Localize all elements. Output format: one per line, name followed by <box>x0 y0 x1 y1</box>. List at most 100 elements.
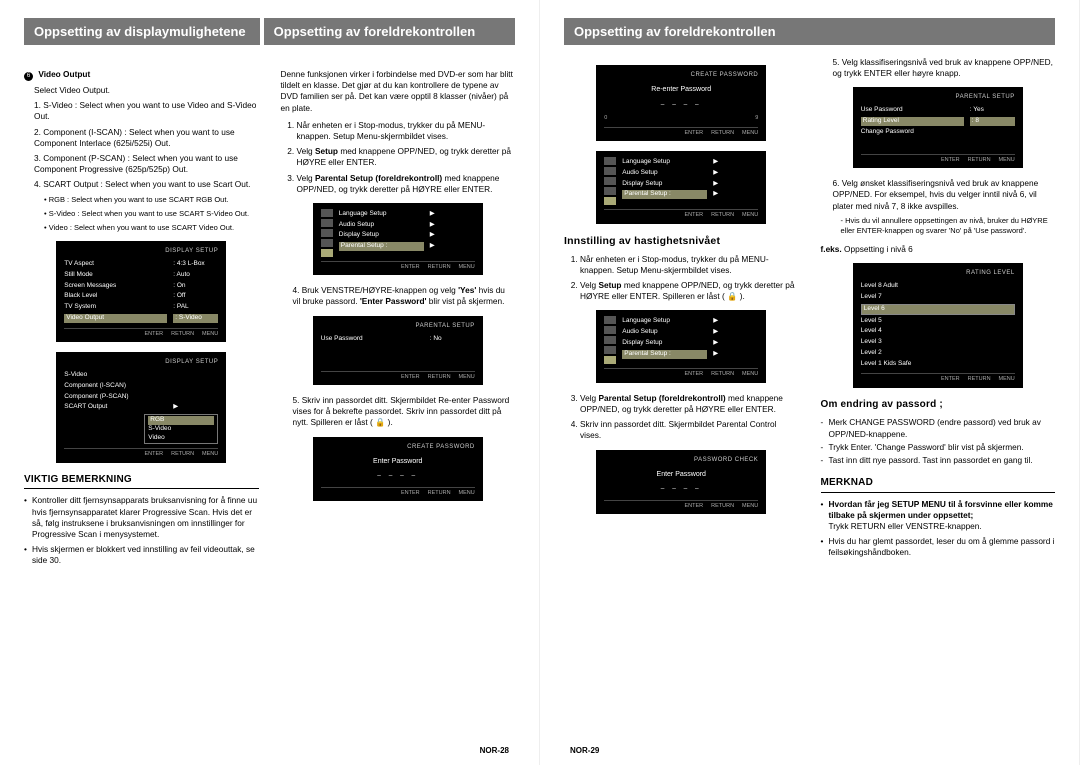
password-dashes: – – – – <box>321 472 475 481</box>
osd-row: Black Level: Off <box>64 291 218 302</box>
osd-foot-btn: MENU <box>202 331 218 338</box>
page-number-28: NOR-28 <box>480 746 509 755</box>
osd-password-check: PASSWORD CHECK Enter Password – – – – EN… <box>564 450 799 515</box>
pw-change-item: Merk CHANGE PASSWORD (endre passord) ved… <box>821 417 1056 439</box>
merknad-list: Hvordan får jeg SETUP MENU til å forsvin… <box>821 499 1056 559</box>
osd-row: Language Setup▶ <box>622 316 758 327</box>
page-header-row: Oppsetting av displaymulighetene Oppsett… <box>24 18 515 57</box>
step6-text: Velg ønsket klassifiseringsnivå ved bruk… <box>833 178 1039 210</box>
osd-foot-btn: ENTER <box>941 157 960 164</box>
osd-foot-btn: MENU <box>202 451 218 458</box>
osd-foot-btn: MENU <box>742 212 758 219</box>
osd-foot-btn: MENU <box>459 264 475 271</box>
rating-level-row: Level 3 <box>861 337 1015 348</box>
osd-foot-btn: ENTER <box>144 451 163 458</box>
step-item: Velg Parental Setup (foreldrekontroll) m… <box>580 393 799 415</box>
osd-row: Video Output: S-Video <box>64 313 218 324</box>
video-output-item: 1. S-Video : Select when you want to use… <box>34 100 259 122</box>
header-display: Oppsetting av displaymulighetene <box>24 18 260 45</box>
osd-row: TV System: PAL <box>64 302 218 313</box>
osd-display-setup-2: DISPLAY SETUP S-VideoComponent (I-SCAN)C… <box>24 352 259 463</box>
osd-title: PASSWORD CHECK <box>604 456 758 464</box>
manual-page-right: Oppsetting av foreldrekontrollen CREATE … <box>540 0 1080 765</box>
osd-foot-btn: RETURN <box>171 451 194 458</box>
step-number-6: 6 <box>24 72 33 81</box>
osd-parental-setup: PARENTAL SETUP Use Password: No ENTERRET… <box>281 316 516 385</box>
change-password-heading: Om endring av passord ; <box>821 398 1056 412</box>
rating-step-6-sub: - Hvis du vil annullere oppsettingen av … <box>821 216 1056 236</box>
scart-sub-item: • Video : Select when you want to use SC… <box>44 223 259 233</box>
osd-foot-btn: ENTER <box>684 130 703 137</box>
pw-change-item: Tast inn ditt nye passord. Tast inn pass… <box>821 455 1056 466</box>
osd-title: DISPLAY SETUP <box>64 358 218 366</box>
osd-parental-setup-2: PARENTAL SETUP Use Password: YesRating L… <box>821 87 1056 168</box>
osd-foot-btn: ENTER <box>684 503 703 510</box>
osd-foot-btn: MENU <box>742 371 758 378</box>
osd-create-password: CREATE PASSWORD Enter Password – – – – E… <box>281 437 516 502</box>
merknad-item-2: Hvis du har glemt passordet, leser du om… <box>821 536 1056 558</box>
rating-level-row: Level 6 <box>861 303 1015 316</box>
osd-row: Parental Setup :▶ <box>622 349 758 360</box>
osd-foot-btn: ENTER <box>941 376 960 383</box>
osd-foot-btn: RETURN <box>968 376 991 383</box>
col-left-p1: 6 Video Output Select Video Output. 1. S… <box>24 69 259 570</box>
osd-title: RATING LEVEL <box>861 269 1015 277</box>
enter-password-label: Enter Password <box>604 470 758 479</box>
scart-sub-item: • S-Video : Select when you want to use … <box>44 209 259 219</box>
key-9-icon: 9 <box>755 115 758 122</box>
osd-title: CREATE PASSWORD <box>321 443 475 451</box>
rating-steps-1: Når enheten er i Stop-modus, trykker du … <box>564 254 799 303</box>
video-output-item: 3. Component (P-SCAN) : Select when you … <box>34 153 259 175</box>
osd-foot-btn: ENTER <box>144 331 163 338</box>
parental-steps-1: Når enheten er i Stop-modus, trykker du … <box>281 120 516 195</box>
osd-row: Display Setup▶ <box>622 338 758 349</box>
osd-row: Rating Level: 8 <box>861 116 1015 127</box>
osd-foot-btn: MENU <box>742 503 758 510</box>
video-output-list: 1. S-Video : Select when you want to use… <box>24 100 259 190</box>
osd-foot-btn: RETURN <box>428 264 451 271</box>
osd-foot-btn: RETURN <box>711 212 734 219</box>
osd-row: Audio Setup▶ <box>622 327 758 338</box>
rating-level-row: Level 5 <box>861 316 1015 327</box>
osd-foot-btn: RETURN <box>711 503 734 510</box>
osd-foot-btn: RETURN <box>711 130 734 137</box>
osd-title: PARENTAL SETUP <box>861 93 1015 101</box>
video-output-heading: 6 Video Output <box>24 69 259 81</box>
merknad-item-1: Hvordan får jeg SETUP MENU til å forsvin… <box>821 499 1056 533</box>
rating-level-row: Level 8 Adult <box>861 281 1015 292</box>
step-item: Velg Setup med knappene OPP/NED, og tryk… <box>297 146 516 168</box>
osd-row: Parental Setup :▶ <box>622 189 758 200</box>
osd-row: Display Setup▶ <box>622 179 758 190</box>
step-item: Velg Setup med knappene OPP/NED, og tryk… <box>580 280 799 302</box>
osd-foot-btn: ENTER <box>684 212 703 219</box>
parental-step-4: 4. Bruk VENSTRE/HØYRE-knappen og velg 'Y… <box>281 285 516 307</box>
video-output-title: Video Output <box>38 69 90 79</box>
note-item: Hvis skjermen er blokkert ved innstillin… <box>24 544 259 566</box>
rating-step-5: 5. Velg klassifiseringsnivå ved bruk av … <box>821 57 1056 79</box>
rating-level-row: Level 2 <box>861 348 1015 359</box>
scart-sub-item: • RGB : Select when you want to use SCAR… <box>44 195 259 205</box>
key-0-icon: 0 <box>604 115 607 122</box>
osd-row: Component (P-SCAN) <box>64 392 218 403</box>
osd-row: S-Video <box>64 370 218 381</box>
video-output-item: 2. Component (I-SCAN) : Select when you … <box>34 127 259 149</box>
osd-row: Use Password: Yes <box>861 105 1015 116</box>
osd-display-setup-1: DISPLAY SETUP TV Aspect: 4:3 L-BoxStill … <box>24 241 259 342</box>
osd-foot-btn: RETURN <box>968 157 991 164</box>
osd-row: Component (I-SCAN) <box>64 381 218 392</box>
osd-row: Screen Messages: On <box>64 281 218 292</box>
col-right-p2: 5. Velg klassifiseringsnivå ved bruk av … <box>821 57 1056 563</box>
osd-setup-menu: Language Setup▶Audio Setup▶Display Setup… <box>281 203 516 275</box>
video-output-item: 4. SCART Output : Select when you want t… <box>34 179 259 190</box>
important-note-heading: VIKTIG BEMERKNING <box>24 473 259 490</box>
osd-row: TV Aspect: 4:3 L-Box <box>64 259 218 270</box>
osd-row: Still Mode: Auto <box>64 270 218 281</box>
osd-row: Parental Setup :▶ <box>339 241 475 252</box>
osd-rating-level: RATING LEVEL Level 8 AdultLevel 7Level 6… <box>821 263 1056 388</box>
osd-setup-menu-3: Language Setup▶Audio Setup▶Display Setup… <box>564 310 799 382</box>
page-number-29: NOR-29 <box>570 746 599 755</box>
change-password-list: Merk CHANGE PASSWORD (endre passord) ved… <box>821 417 1056 466</box>
step-item: Når enheten er i Stop-modus, trykker du … <box>297 120 516 142</box>
osd-foot-btn: RETURN <box>711 371 734 378</box>
step5-text: Velg klassifiseringsnivå ved bruk av kna… <box>833 57 1053 78</box>
